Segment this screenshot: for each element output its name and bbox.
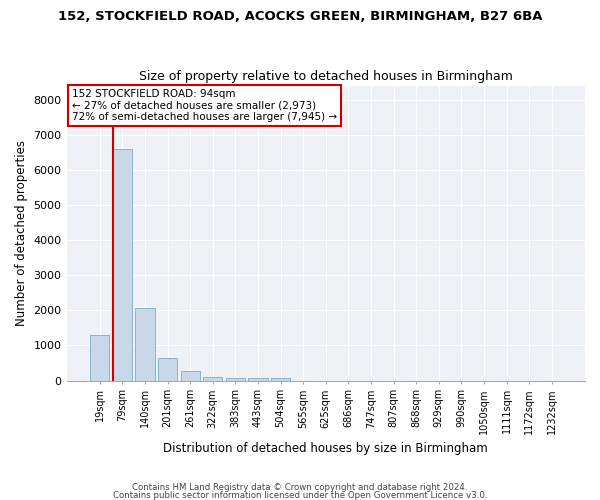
Bar (203, 376, 223, 380)
Bar (248, 378, 268, 380)
Text: 152, STOCKFIELD ROAD, ACOCKS GREEN, BIRMINGHAM, B27 6BA: 152, STOCKFIELD ROAD, ACOCKS GREEN, BIRM… (58, 10, 542, 23)
Bar (158, 358, 177, 380)
X-axis label: Distribution of detached houses by size in Birmingham: Distribution of detached houses by size … (163, 442, 488, 455)
Bar (90, 335, 109, 380)
Bar (226, 378, 245, 380)
Text: 152 STOCKFIELD ROAD: 94sqm
← 27% of detached houses are smaller (2,973)
72% of s: 152 STOCKFIELD ROAD: 94sqm ← 27% of deta… (72, 89, 337, 122)
Y-axis label: Number of detached properties: Number of detached properties (15, 140, 28, 326)
Bar (271, 378, 290, 380)
Text: Contains public sector information licensed under the Open Government Licence v3: Contains public sector information licen… (113, 490, 487, 500)
Bar (136, 308, 155, 380)
Text: Contains HM Land Registry data © Crown copyright and database right 2024.: Contains HM Land Registry data © Crown c… (132, 484, 468, 492)
Bar (113, 149, 132, 380)
Bar (181, 371, 200, 380)
Title: Size of property relative to detached houses in Birmingham: Size of property relative to detached ho… (139, 70, 513, 84)
